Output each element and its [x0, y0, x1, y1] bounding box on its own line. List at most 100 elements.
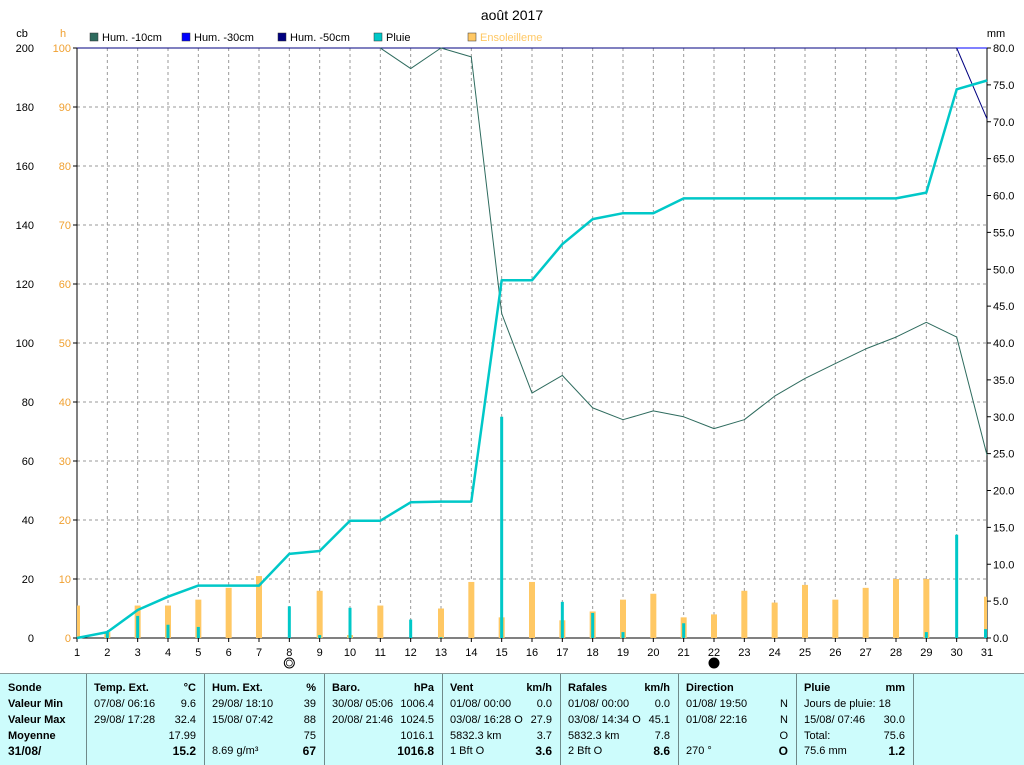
tick-label-day: 9: [317, 647, 323, 659]
tick-label-day: 17: [556, 647, 568, 659]
legend-swatch: [181, 32, 191, 42]
legend-label: Hum. -10cm: [102, 32, 162, 44]
left-axis-unit-h: h: [60, 28, 66, 40]
panel-cur-val: 67: [302, 744, 316, 758]
tick-label-mm: 80.0: [993, 43, 1014, 55]
sunshine-bar: [316, 590, 323, 638]
tick-label-mm: 50.0: [993, 264, 1014, 276]
tick-label-mm: 20.0: [993, 486, 1014, 498]
panel-min-date: 01/08/ 00:00: [450, 698, 512, 710]
legend-label: Hum. -30cm: [194, 32, 254, 44]
sunshine-bar: [923, 579, 930, 638]
panel-labels-column: Sonde Valeur Min Valeur Max Moyenne 31/0…: [0, 674, 87, 765]
panel-cur-val: 15.2: [172, 744, 196, 758]
panel-max-val: 32.4: [174, 714, 196, 726]
daily-rain-bar: [621, 632, 625, 638]
panel-max-date: 15/08/ 07:46: [804, 714, 866, 726]
daily-rain-bar: [955, 534, 959, 638]
panel-header: Vent: [450, 682, 474, 694]
tick-label-day: 3: [135, 647, 141, 659]
cumulative-rain-line: [76, 79, 988, 640]
sunshine-bar: [468, 581, 475, 638]
daily-rain-bar: [287, 606, 291, 638]
tick-label-day: 24: [769, 647, 781, 659]
tick-label-day: 20: [647, 647, 659, 659]
tick-label-h: 100: [53, 43, 71, 55]
tick-label-day: 6: [226, 647, 232, 659]
legend-swatch: [277, 32, 287, 42]
hum-10cm-line: [380, 47, 988, 456]
panel-max-date: 29/08/ 17:28: [94, 714, 156, 726]
sunshine-bar: [225, 587, 232, 638]
panel-cur-val: 1016.8: [397, 744, 434, 758]
panel-max-date: 01/08/ 22:16: [686, 714, 748, 726]
daily-rain-bar: [591, 612, 595, 638]
lines: [76, 47, 988, 640]
legend-label: Ensoleilleme: [480, 32, 542, 44]
moon-marker-inner: [285, 659, 293, 667]
panel-avg-left: 5832.3 km: [450, 730, 502, 742]
panel-header: Pluie: [804, 682, 831, 694]
panel-header: Hum. Ext.: [212, 682, 263, 694]
panel-avg-left: Total:: [804, 730, 831, 742]
panel-avg-val: 75: [303, 730, 316, 742]
tick-label-h: 70: [59, 220, 71, 232]
tick-label-h: 10: [59, 574, 71, 586]
daily-rain-bar: [682, 623, 686, 638]
tick-label-mm: 75.0: [993, 80, 1014, 92]
panel-min-val: N: [780, 698, 788, 710]
tick-label-h: 50: [59, 338, 71, 350]
panel-cur-left: 75.6 mm: [804, 745, 847, 757]
label-valeur-max: Valeur Max: [8, 714, 66, 726]
panel-column-6: Pluie Jours de pluie: 18 15/08/ 07:46 Total…: [797, 674, 914, 765]
panel-min-val: 1006.4: [400, 698, 434, 710]
tick-label-day: 5: [195, 647, 201, 659]
grid: [77, 48, 987, 638]
panel-cur-val: 8.6: [653, 744, 670, 758]
sunshine-bar: [620, 599, 626, 638]
tick-label-day: 19: [617, 647, 629, 659]
tick-label-mm: 0.0: [993, 633, 1008, 645]
panel-avg-val: 75.6: [883, 730, 905, 742]
panel-header: Rafales: [568, 682, 608, 694]
sunshine-bar: [165, 605, 171, 638]
panel-min-date: 30/08/ 05:06: [332, 698, 394, 710]
tick-label-mm: 65.0: [993, 154, 1014, 166]
tick-label-day: 7: [256, 647, 262, 659]
tick-label-day: 21: [678, 647, 690, 659]
sunshine-bar: [802, 584, 808, 638]
legend-label: Hum. -50cm: [290, 32, 350, 44]
panel-min-val: 9.6: [180, 698, 196, 710]
tick-label-day: 4: [165, 647, 171, 659]
panel-min-date: 29/08/ 18:10: [212, 698, 274, 710]
tick-label-day: 31: [981, 647, 993, 659]
tick-label-mm: 10.0: [993, 559, 1014, 571]
tick-label-day: 1: [74, 647, 80, 659]
legend-swatch: [89, 32, 99, 42]
sunshine-bar: [893, 579, 899, 638]
panel-max-val: 88: [303, 714, 316, 726]
panel-min-date: Jours de pluie: 18: [804, 698, 891, 710]
panel-min-val: 0.0: [536, 698, 552, 710]
panel-unit: hPa: [413, 682, 434, 694]
tick-label-mm: 5.0: [993, 596, 1008, 608]
sunshine-bar: [741, 590, 748, 638]
tick-label-mm: 35.0: [993, 375, 1014, 387]
panel-header: Baro.: [332, 682, 361, 694]
sunshine-bar: [984, 596, 987, 638]
daily-rain-bar: [409, 619, 413, 638]
sunshine-bar: [377, 605, 384, 638]
left-axis-unit-cb: cb: [16, 28, 28, 40]
panel-cur-val: 1.2: [888, 744, 905, 758]
daily-rain-bar: [984, 629, 987, 638]
tick-label-day: 22: [708, 647, 720, 659]
chart: août 2017 cb h mm Hum. -10cm Hum. -30cm Hu…: [16, 7, 1014, 669]
tick-label-day: 18: [587, 647, 599, 659]
chart-title: août 2017: [481, 7, 543, 23]
panel-column-5: Direction 01/08/ 19:50 01/08/ 22:16 270 ° N N…: [679, 674, 797, 765]
panel-header: Direction: [686, 682, 734, 694]
panel-column-2: Baro. 30/08/ 05:06 20/08/ 21:46 hPa 1006.4 10…: [325, 674, 443, 765]
panel-max-date: 03/08/ 16:28 O: [450, 714, 523, 726]
moon-marker-icon: [708, 657, 720, 669]
panel-unit: %: [306, 682, 316, 694]
